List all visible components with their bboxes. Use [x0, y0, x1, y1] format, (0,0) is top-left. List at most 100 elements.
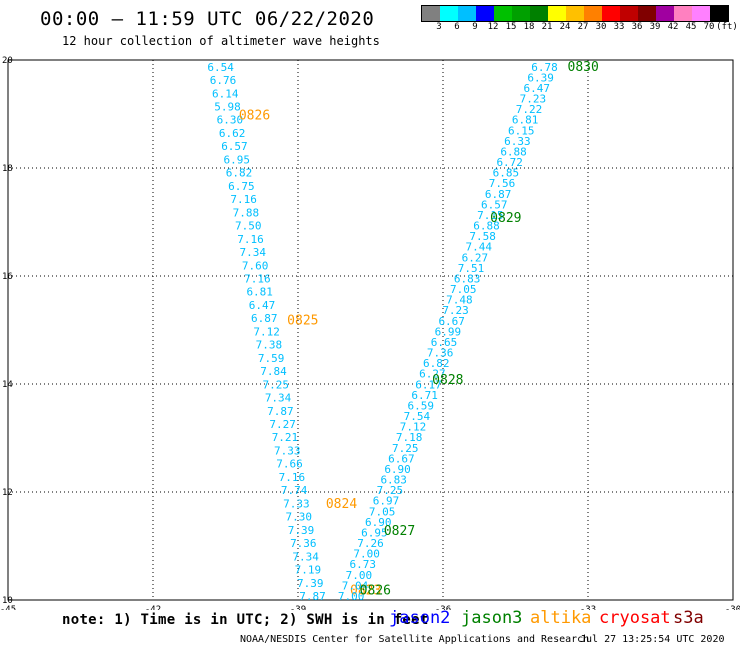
- wave-height-value: 6.27: [462, 251, 489, 264]
- lat-tick-label: 20: [2, 56, 13, 66]
- legend-swatch: [440, 6, 458, 21]
- lon-tick-label: -33: [580, 605, 596, 610]
- lon-tick-label: -36: [435, 605, 451, 610]
- wave-height-value: 6.76: [210, 74, 237, 87]
- legend-label: (ft): [716, 22, 738, 32]
- wave-height-value: 6.97: [373, 495, 400, 508]
- wave-height-value: 7.23: [442, 304, 469, 317]
- satellite-altika: altika: [530, 608, 592, 628]
- legend-label: 21: [541, 22, 553, 32]
- legend-label: 9: [472, 22, 478, 32]
- satellite-cryosat: cryosat: [599, 608, 671, 628]
- legend-swatch: [494, 6, 512, 21]
- wave-height-value: 6.88: [473, 220, 500, 233]
- legend-swatch: [692, 6, 710, 21]
- legend-swatch: [566, 6, 584, 21]
- wave-height-value: 7.30: [285, 511, 312, 524]
- wave-height-value: 7.34: [240, 246, 267, 259]
- wave-height-value: 6.47: [524, 82, 551, 95]
- map-frame: [7, 59, 734, 601]
- wave-height-value: 6.78: [531, 61, 558, 74]
- wave-height-value: 6.30: [217, 114, 244, 127]
- pass-time-label: 0825: [287, 314, 318, 329]
- wave-height-value: 6.90: [365, 516, 392, 529]
- legend-label: 15: [505, 22, 517, 32]
- wave-height-value: 7.44: [466, 241, 493, 254]
- wave-height-value: 6.62: [219, 127, 246, 140]
- wave-height-value: 6.83: [380, 474, 407, 487]
- page-subtitle: 12 hour collection of altimeter wave hei…: [62, 34, 380, 48]
- satellite-jason3: jason3: [461, 608, 523, 628]
- legend-label: 3: [436, 22, 442, 32]
- wave-height-value: 7.25: [263, 378, 290, 391]
- legend-swatch: [476, 6, 494, 21]
- wave-height-value: 7.38: [256, 339, 283, 352]
- wave-height-value: 6.81: [246, 286, 273, 299]
- legend-swatch: [656, 6, 674, 21]
- wave-height-value: 6.33: [504, 135, 531, 148]
- legend-swatch: [548, 6, 566, 21]
- legend-swatch: [530, 6, 548, 21]
- wave-height-value: 7.25: [377, 484, 404, 497]
- credit-line: NOAA/NESDIS Center for Satellite Applica…: [240, 634, 590, 645]
- pass-time-label: 0824: [326, 497, 357, 512]
- wave-height-value: 7.59: [258, 352, 285, 365]
- wave-height-value: 7.87: [299, 590, 326, 603]
- lon-tick-label: -45: [0, 605, 16, 610]
- wave-height-value: 6.88: [500, 145, 527, 158]
- wave-height-value: 7.23: [520, 93, 547, 106]
- wave-height-value: 7.60: [242, 259, 269, 272]
- wave-height-value: 6.83: [454, 272, 481, 285]
- lat-tick-label: 18: [2, 164, 13, 174]
- wave-height-value: 7.50: [235, 220, 262, 233]
- legend-label: 12: [487, 22, 499, 32]
- color-scale-legend: [421, 5, 729, 22]
- wave-height-value: 7.16: [237, 233, 264, 246]
- legend-swatch: [674, 6, 692, 21]
- map-grid: [8, 60, 733, 600]
- wave-height-value: 6.95: [361, 526, 388, 539]
- wave-height-value: 7.05: [450, 283, 477, 296]
- wave-height-value: 6.73: [350, 558, 377, 571]
- track-jason3: 6.786.396.477.237.226.816.156.336.886.72…: [338, 60, 599, 603]
- legend-label: 24: [559, 22, 571, 32]
- wave-height-value: 6.57: [221, 140, 248, 153]
- wave-height-value: 6.95: [223, 153, 250, 166]
- wave-height-value: 6.99: [435, 325, 462, 338]
- color-scale-labels: 3 6 9 12 15 18 21 24 27 30 33 36 39 42 45 70 (ft): [421, 22, 738, 34]
- wave-height-value: 7.12: [400, 421, 427, 434]
- pass-time-label: 0823: [350, 584, 381, 599]
- wave-height-value: 7.21: [272, 431, 299, 444]
- wave-height-value: 7.36: [290, 537, 317, 550]
- wave-height-value: 7.33: [274, 444, 301, 457]
- legend-swatch: [458, 6, 476, 21]
- wave-height-value: 7.88: [233, 206, 260, 219]
- legend-label: 45: [685, 22, 697, 32]
- wave-height-value: 7.87: [267, 405, 294, 418]
- legend-label: 6: [454, 22, 460, 32]
- wave-height-value: 7.19: [295, 564, 322, 577]
- lon-tick-label: -42: [145, 605, 161, 610]
- wave-height-value: 6.82: [226, 167, 253, 180]
- lat-tick-label: 16: [2, 272, 13, 282]
- lat-tick-label: 14: [2, 380, 13, 390]
- wave-height-value: 6.17: [415, 378, 442, 391]
- footnote: note: 1) Time is in UTC; 2) SWH is in fe…: [62, 612, 429, 628]
- wave-height-value: 6.75: [228, 180, 255, 193]
- wave-height-value: 6.47: [249, 299, 276, 312]
- wave-height-value: 6.27: [419, 368, 446, 381]
- legend-label: 18: [523, 22, 535, 32]
- wave-height-value: 7.16: [279, 471, 306, 484]
- lon-tick-label: -30: [725, 605, 740, 610]
- wave-height-value: 6.87: [251, 312, 278, 325]
- wave-height-value: 7.25: [392, 442, 419, 455]
- wave-height-value: 7.05: [369, 505, 396, 518]
- wave-height-value: 6.54: [207, 61, 234, 74]
- pass-time-label: 0830: [568, 60, 599, 75]
- legend-swatch: [602, 6, 620, 21]
- legend-label: 33: [613, 22, 625, 32]
- pass-time-label: 0826: [239, 108, 270, 123]
- wave-height-value: 7.22: [516, 103, 543, 116]
- wave-height-value: 7.36: [427, 347, 454, 360]
- wave-height-value: 6.71: [411, 389, 438, 402]
